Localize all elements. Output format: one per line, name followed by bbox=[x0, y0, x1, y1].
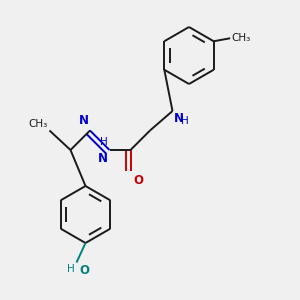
Text: O: O bbox=[134, 174, 143, 187]
Text: N: N bbox=[98, 152, 108, 164]
Text: CH₃: CH₃ bbox=[232, 33, 251, 43]
Text: N: N bbox=[174, 112, 184, 125]
Text: H: H bbox=[67, 264, 75, 274]
Text: H: H bbox=[182, 116, 189, 125]
Text: N: N bbox=[79, 115, 88, 128]
Text: CH₃: CH₃ bbox=[29, 119, 48, 129]
Text: H: H bbox=[100, 137, 108, 147]
Text: O: O bbox=[80, 264, 89, 277]
